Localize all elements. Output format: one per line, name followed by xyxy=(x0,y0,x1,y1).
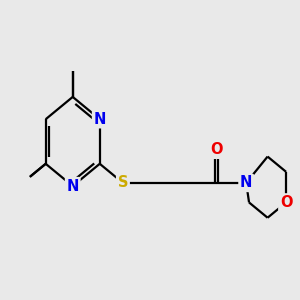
Text: N: N xyxy=(67,178,79,194)
Text: O: O xyxy=(210,142,223,157)
Text: N: N xyxy=(94,112,106,127)
Text: S: S xyxy=(118,176,128,190)
Text: N: N xyxy=(240,176,252,190)
Text: O: O xyxy=(280,195,292,210)
